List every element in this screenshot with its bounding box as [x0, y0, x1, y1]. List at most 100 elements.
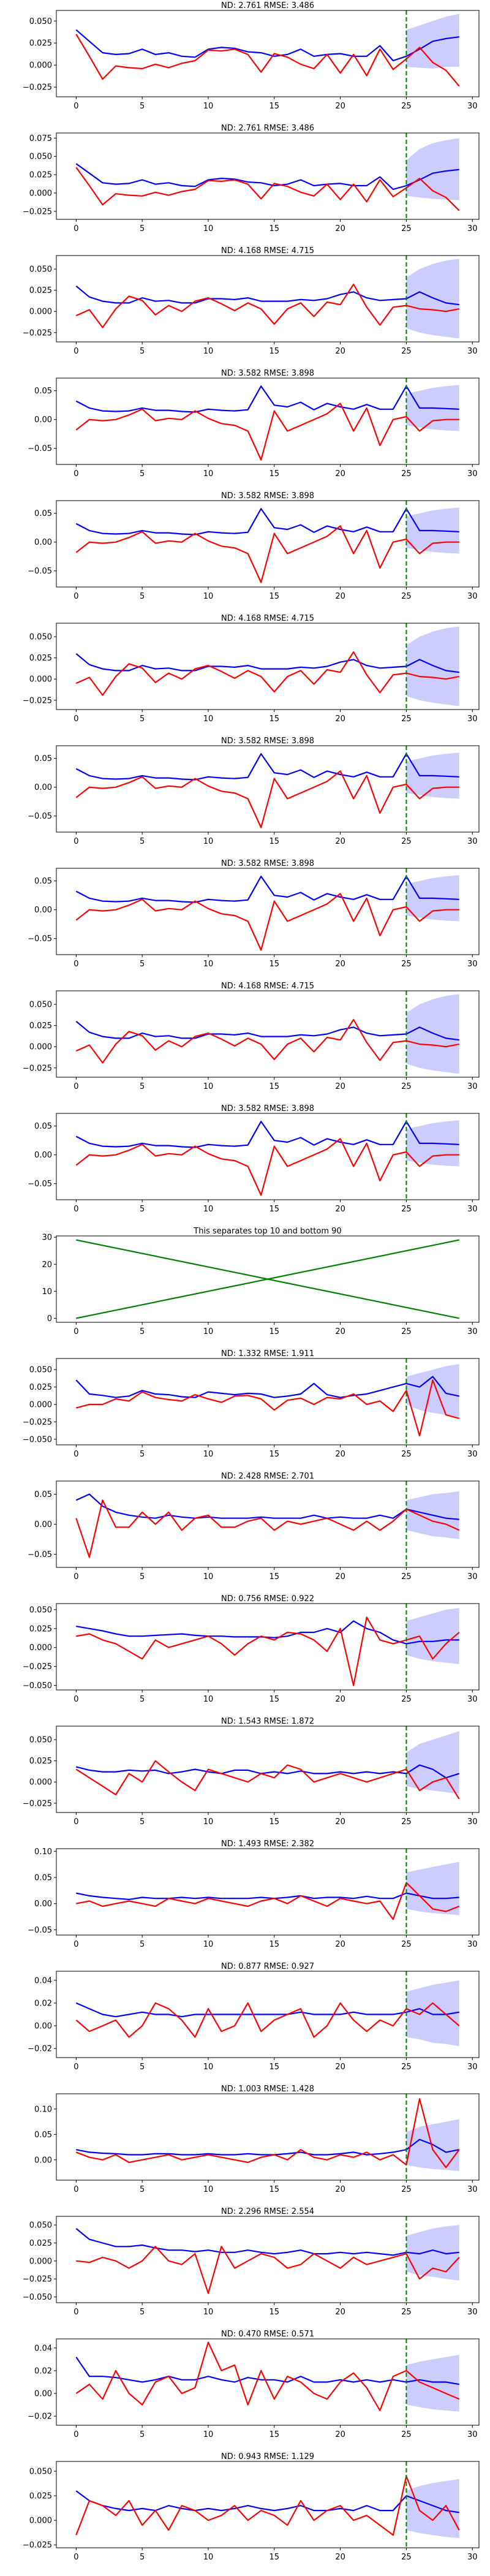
x-tick-label: 15	[270, 2430, 280, 2439]
y-tick-label: 20	[42, 1260, 52, 1270]
x-tick-label: 30	[467, 1450, 478, 1459]
series-line-0	[75, 2002, 459, 2018]
x-tick-label: 25	[401, 1940, 412, 1949]
y-tick-label: 0.00	[34, 906, 52, 915]
series-line-1	[75, 893, 459, 951]
x-tick-label: 0	[74, 1940, 78, 1949]
subplot-title: ND: 4.168 RMSE: 4.715	[221, 246, 314, 256]
axes-frame	[56, 10, 480, 97]
x-tick-label: 0	[74, 1450, 78, 1459]
x-tick-label: 0	[74, 1572, 78, 1582]
x-tick-label: 15	[270, 347, 280, 356]
y-tick-label: 0.05	[34, 1122, 52, 1131]
y-tick-label: 0.00	[34, 538, 52, 547]
series-line-0	[75, 753, 459, 781]
x-tick-label: 15	[270, 1082, 280, 1091]
y-tick-label: 0.02	[34, 2366, 52, 2376]
series-line-0	[75, 1020, 459, 1041]
x-tick-label: 0	[74, 837, 78, 846]
series-line-1	[75, 651, 459, 696]
x-tick-label: 15	[270, 1572, 280, 1582]
y-tick-label: 0.025	[29, 2492, 52, 2501]
y-tick-label: 0.050	[29, 633, 52, 642]
subplot-title: ND: 3.582 RMSE: 3.898	[221, 369, 314, 378]
y-tick-label: 0.00	[34, 783, 52, 792]
subplot-13: ND: 0.756 RMSE: 0.922 0 5 10 15 20 25 30 −0.050 −…	[23, 1594, 480, 1704]
x-tick-label: 30	[467, 714, 478, 724]
y-tick-label: 0.025	[29, 1383, 52, 1392]
y-tick-label: 0.05	[34, 2131, 52, 2140]
x-tick-label: 10	[203, 2185, 214, 2194]
x-tick-label: 5	[140, 1817, 145, 1827]
subplot-20: ND: 0.943 RMSE: 1.129 0 5 10 15 20 25 30 −0.025 0…	[23, 2452, 480, 2562]
series-line-1	[76, 1882, 460, 1920]
axes-frame	[56, 1726, 480, 1813]
x-tick-label: 25	[401, 1817, 412, 1827]
subplot-11: ND: 1.332 RMSE: 1.911 0 5 10 15 20 25 30 −0.050 −…	[23, 1349, 480, 1459]
x-tick-label: 20	[335, 2063, 345, 2072]
x-tick-label: 30	[467, 592, 478, 601]
axes-frame	[56, 2338, 480, 2426]
series-line-0	[75, 508, 459, 536]
subplot-3: ND: 3.582 RMSE: 3.898 0 5 10 15 20 25 30 −0.05 0.…	[28, 369, 480, 479]
y-tick-label: −0.05	[28, 1926, 52, 1935]
confidence-band	[406, 1731, 459, 1794]
subplot-title: ND: 1.003 RMSE: 1.428	[221, 2085, 314, 2094]
subplot-title: ND: 1.493 RMSE: 2.382	[221, 1839, 314, 1849]
x-tick-label: 30	[467, 2185, 478, 2194]
y-tick-label: 0.05	[34, 877, 52, 886]
axes-frame	[56, 1603, 480, 1691]
subplot-title: ND: 0.943 RMSE: 1.129	[221, 2452, 314, 2461]
x-tick-label: 5	[140, 1327, 145, 1336]
subplot-title: ND: 1.332 RMSE: 1.911	[221, 1349, 314, 1358]
axes-frame	[56, 2461, 480, 2548]
x-tick-label: 20	[335, 1205, 345, 1214]
series-line-1	[76, 1616, 460, 1686]
series-line-1	[76, 1239, 459, 1319]
series-line-1	[75, 34, 460, 87]
y-tick-label: −0.025	[23, 207, 52, 216]
subplot-title: ND: 4.168 RMSE: 4.715	[221, 614, 314, 623]
subplot-7: ND: 3.582 RMSE: 3.898 0 5 10 15 20 25 30 −0.05 0.…	[28, 859, 480, 969]
x-tick-label: 5	[140, 1205, 145, 1214]
x-tick-label: 5	[140, 1940, 145, 1949]
y-tick-label: 0.10	[34, 2105, 52, 2114]
x-tick-label: 15	[270, 2553, 280, 2562]
x-tick-label: 25	[401, 1327, 412, 1336]
x-tick-label: 5	[140, 1450, 145, 1459]
x-tick-label: 0	[74, 469, 78, 479]
series-line-1	[75, 1138, 459, 1196]
y-tick-label: 0.050	[29, 1736, 52, 1745]
y-tick-label: 0.000	[29, 2257, 52, 2266]
subplot-title: ND: 3.582 RMSE: 3.898	[221, 737, 314, 746]
y-tick-label: 0.00	[34, 1151, 52, 1160]
subplot-4: ND: 3.582 RMSE: 3.898 0 5 10 15 20 25 30 −0.05 0.…	[28, 491, 480, 601]
x-tick-label: 20	[335, 592, 345, 601]
y-tick-label: −0.05	[28, 1550, 52, 1559]
x-tick-label: 30	[467, 347, 478, 356]
x-tick-label: 20	[335, 2308, 345, 2317]
x-tick-label: 10	[203, 714, 214, 724]
subplot-title: This separates top 10 and bottom 90	[193, 1227, 341, 1236]
y-tick-label: 0.000	[29, 2517, 52, 2526]
x-tick-label: 15	[270, 2308, 280, 2317]
x-tick-label: 15	[270, 1695, 280, 1704]
subplot-5: ND: 4.168 RMSE: 4.715 0 5 10 15 20 25 30 −0.025 0…	[23, 614, 480, 724]
y-tick-label: −0.025	[23, 328, 52, 338]
y-tick-label: 0.025	[29, 1021, 52, 1031]
x-tick-label: 15	[270, 1327, 280, 1336]
axes-frame	[56, 1358, 480, 1445]
x-tick-label: 0	[74, 1082, 78, 1091]
x-tick-label: 10	[203, 1940, 214, 1949]
y-tick-label: 0.025	[29, 2239, 52, 2248]
axes-frame	[56, 868, 480, 955]
series-line-0	[76, 1764, 460, 1779]
x-tick-label: 5	[140, 2553, 145, 2562]
x-tick-label: 25	[401, 102, 412, 111]
x-tick-label: 20	[335, 1695, 345, 1704]
subplot-17: ND: 1.003 RMSE: 1.428 0 5 10 15 20 25 30 0.00 0.0…	[34, 2085, 480, 2194]
y-tick-label: −0.02	[28, 2045, 52, 2054]
y-tick-label: 0.00	[34, 1520, 52, 1529]
series-line-0	[75, 2357, 459, 2385]
